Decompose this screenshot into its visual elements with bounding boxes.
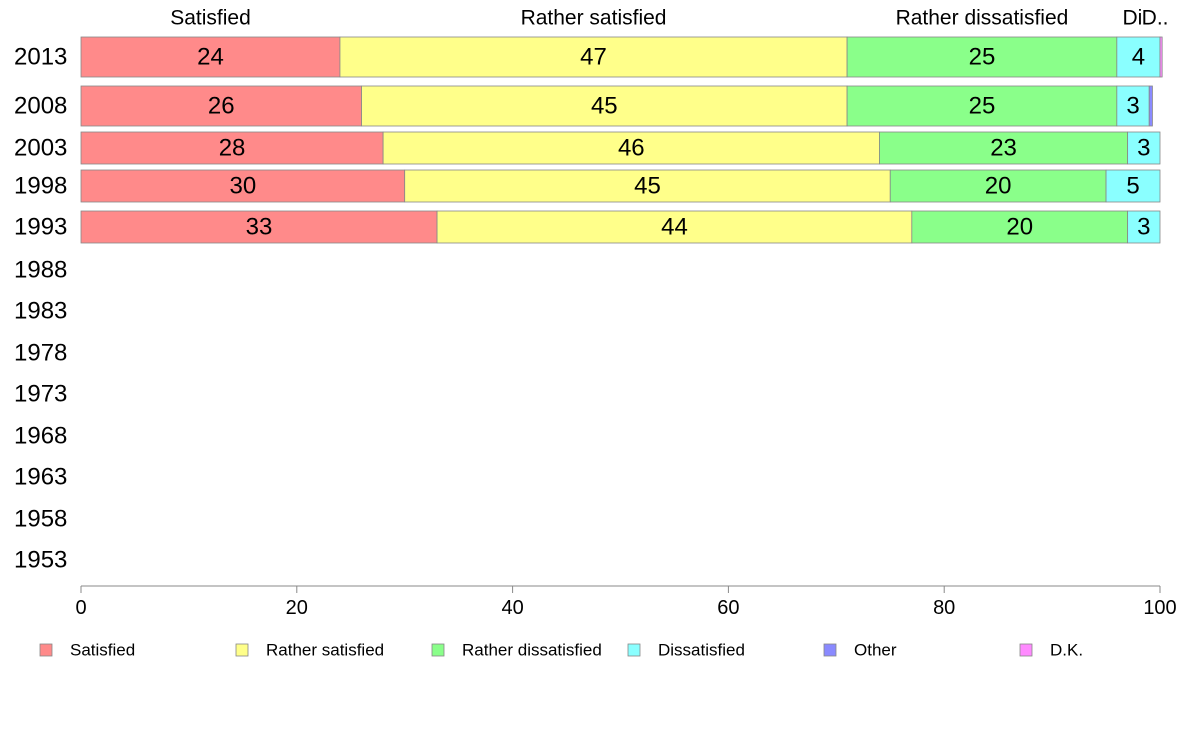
year-label-1973: 1973 [14, 381, 67, 408]
bar-1998-rather-satisfied [404, 169, 891, 203]
bar-1993-rather-dissatisfied [911, 210, 1129, 244]
data-label-2008-dissatisfied: 3 [1126, 93, 1139, 120]
data-label-1993-rather-dissatisfied: 20 [1006, 214, 1033, 241]
data-label-2008-satisfied: 26 [208, 93, 235, 120]
bar-2008-satisfied [80, 85, 362, 127]
bar-2008-dissatisfied [1116, 85, 1150, 127]
x-tick-label-60: 60 [717, 597, 739, 619]
year-label-1983: 1983 [14, 298, 67, 325]
legend-label-rather-satisfied: Rather satisfied [266, 641, 384, 660]
bar-1998-satisfied [80, 169, 406, 203]
data-label-2008-rather-satisfied: 45 [591, 93, 618, 120]
legend-swatch-dissatisfied [627, 643, 641, 657]
data-label-2003-rather-dissatisfied: 23 [990, 135, 1017, 162]
bar-2013-rather-satisfied [339, 36, 848, 78]
year-label-1988: 1988 [14, 257, 67, 284]
data-label-1993-satisfied: 33 [246, 214, 273, 241]
x-axis: 0 20 40 60 80 100 [75, 585, 1177, 619]
top-label-rather-dissatisfied: Rather dissatisfied [896, 7, 1069, 30]
year-label-1963: 1963 [14, 464, 67, 491]
data-label-1998-rather-satisfied: 45 [634, 173, 661, 200]
x-tick-label-20: 20 [286, 597, 308, 619]
x-tick-label-40: 40 [501, 597, 523, 619]
bars: 24 47 25 4 26 45 25 3 28 46 23 3 30 45 20 5 33 44 20 3 [80, 36, 1163, 244]
data-label-2013-rather-satisfied: 47 [580, 44, 607, 71]
x-tick-label-100: 100 [1143, 597, 1176, 619]
year-label-2003: 2003 [14, 135, 67, 162]
data-label-2013-satisfied: 24 [197, 44, 224, 71]
data-label-2008-rather-dissatisfied: 25 [969, 93, 996, 120]
bar-2013-rather-dissatisfied [846, 36, 1118, 78]
data-label-2013-dissatisfied: 4 [1132, 44, 1145, 71]
legend-label-dissatisfied: Dissatisfied [658, 641, 745, 660]
legend-label-rather-dissatisfied: Rather dissatisfied [462, 641, 602, 660]
bar-1993-dissatisfied [1127, 210, 1161, 244]
top-label-rather-satisfied: Rather satisfied [521, 7, 667, 30]
bar-2008-rather-dissatisfied [846, 85, 1118, 127]
x-tick-label-0: 0 [75, 597, 86, 619]
bar-2008-other [1148, 85, 1153, 127]
legend-label-d-k: D.K. [1050, 641, 1083, 660]
data-label-2003-satisfied: 28 [219, 135, 246, 162]
year-label-1993: 1993 [14, 214, 67, 241]
data-label-2013-rather-dissatisfied: 25 [969, 44, 996, 71]
data-label-2003-dissatisfied: 3 [1137, 135, 1150, 162]
bar-1993-rather-satisfied [436, 210, 913, 244]
data-label-1998-dissatisfied: 5 [1126, 173, 1139, 200]
x-tick-label-80: 80 [933, 597, 955, 619]
bar-2013-d-k [1159, 36, 1163, 78]
data-label-1993-dissatisfied: 3 [1137, 214, 1150, 241]
data-label-2003-rather-satisfied: 46 [618, 135, 645, 162]
bar-1993-satisfied [80, 210, 438, 244]
legend-swatch-other [823, 643, 837, 657]
data-label-1998-rather-dissatisfied: 20 [985, 173, 1012, 200]
year-label-1968: 1968 [14, 423, 67, 450]
top-label-di: Di [1122, 7, 1142, 30]
top-category-labels: Satisfied Rather satisfied Rather dissatis… [170, 7, 1168, 30]
top-label-satisfied: Satisfied [170, 7, 251, 30]
year-label-1958: 1958 [14, 506, 67, 533]
data-label-1993-rather-satisfied: 44 [661, 214, 688, 241]
year-label-1978: 1978 [14, 340, 67, 367]
bar-1998-dissatisfied [1105, 169, 1161, 203]
legend-swatch-d-k [1019, 643, 1033, 657]
legend-label-satisfied: Satisfied [70, 641, 135, 660]
year-label-1953: 1953 [14, 547, 67, 574]
bar-2003-rather-satisfied [382, 131, 880, 165]
legend-label-other: Other [854, 641, 897, 660]
bar-2003-dissatisfied [1127, 131, 1161, 165]
legend-swatch-rather-dissatisfied [431, 643, 445, 657]
year-label-2008: 2008 [14, 93, 67, 120]
bar-2013-satisfied [80, 36, 341, 78]
year-label-1998: 1998 [14, 173, 67, 200]
bar-2003-satisfied [80, 131, 384, 165]
year-axis-labels: 2013 2008 2003 1998 1993 1988 1983 1978 1973 1968… [14, 44, 67, 574]
data-label-1998-satisfied: 30 [229, 173, 256, 200]
bar-2008-rather-satisfied [361, 85, 848, 127]
legend: Satisfied Rather satisfied Rather dissatis… [39, 641, 1083, 660]
legend-swatch-rather-satisfied [235, 643, 249, 657]
year-label-2013: 2013 [14, 44, 67, 71]
legend-swatch-satisfied [39, 643, 53, 657]
top-label-d: D.. [1142, 7, 1169, 30]
